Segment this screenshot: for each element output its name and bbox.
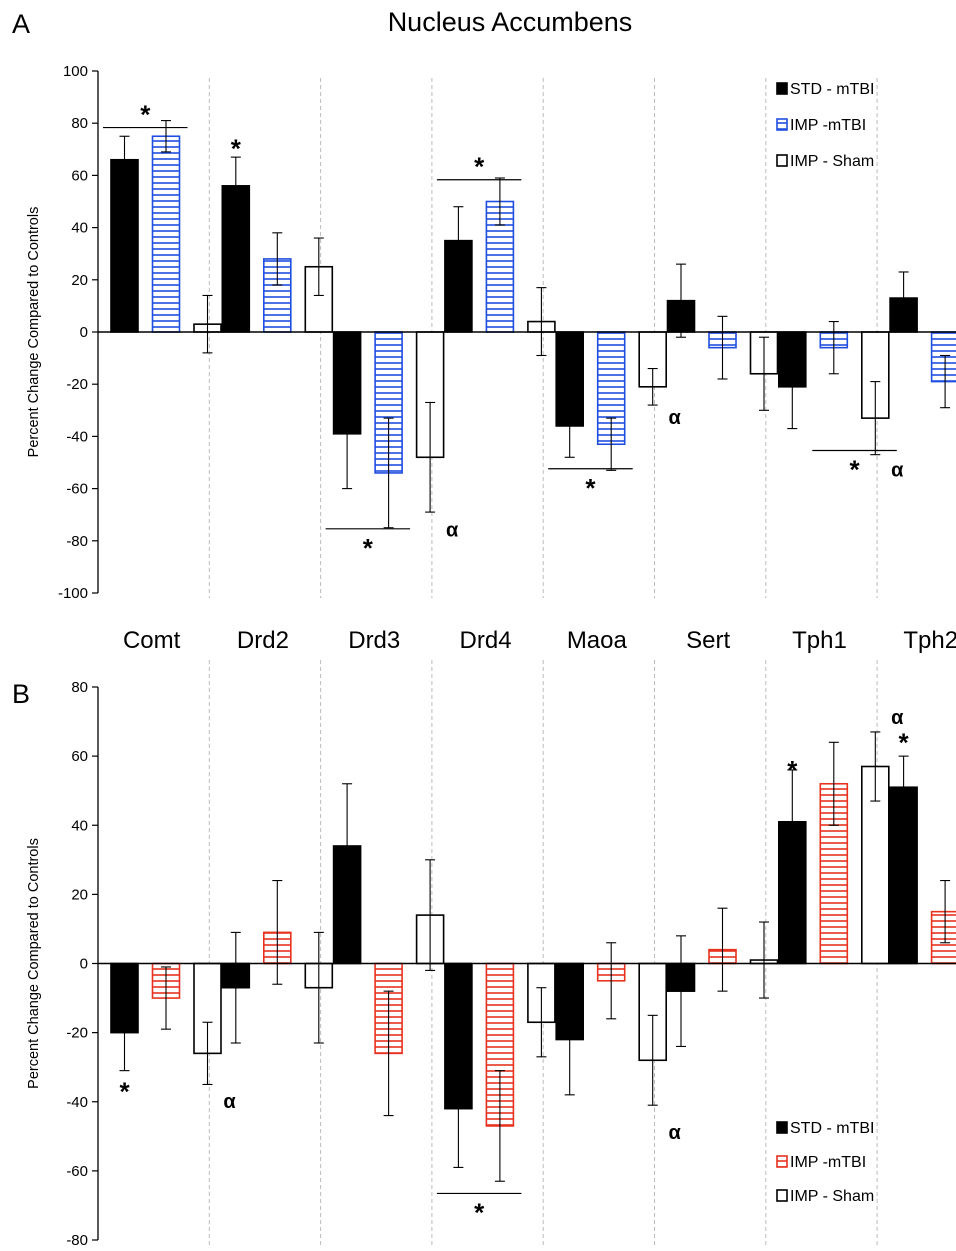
panel-a-annotation: α — [891, 459, 904, 481]
panel-a-y-tick-label: -20 — [66, 376, 88, 393]
panel-a-y-tick-label: -100 — [58, 585, 88, 602]
panel-a-y-tick-label: -60 — [66, 481, 88, 498]
panel-a-annotation: α — [446, 519, 459, 541]
panel-a-annotation: * — [585, 473, 596, 503]
panel-a-y-tick-label: 20 — [71, 272, 88, 289]
panel-b-y-tick-label: -60 — [66, 1163, 88, 1180]
panel-b-annotation: α — [223, 1091, 236, 1113]
panel-b-y-tick-label: -80 — [66, 1232, 88, 1249]
panel-a: A Percent Change Compared to Controls -100… — [12, 9, 956, 654]
panel-b-y-tick-label: 40 — [71, 817, 88, 834]
category-label: Drd2 — [237, 627, 289, 654]
panel-b-legend-label: IMP - Sham — [790, 1188, 874, 1205]
figure-title: Nucleus Accumbens — [388, 7, 633, 37]
panel-a-legend-label: STD - mTBI — [790, 81, 874, 98]
category-label: Tph1 — [792, 627, 847, 654]
panel-b-ylabel: Percent Change Compared to Controls — [26, 838, 42, 1089]
panel-a-legend-swatch — [776, 118, 788, 131]
category-label: Comt — [123, 627, 181, 654]
panel-a-y-tick-label: 80 — [71, 115, 88, 132]
panel-b-bar — [930, 910, 956, 965]
panel-a-y-tick-label: -40 — [66, 428, 88, 445]
category-label: Maoa — [567, 627, 628, 654]
category-label: Drd3 — [348, 627, 400, 654]
panel-b-legend-label: IMP -mTBI — [790, 1154, 866, 1171]
panel-a-y-tick-label: 0 — [80, 324, 88, 341]
panel-b-y-tick-label: 80 — [71, 679, 88, 696]
panel-b: B Percent Change Compared to Controls -80 -… — [12, 660, 956, 1249]
panel-a-y-tick-label: 40 — [71, 220, 88, 237]
panel-b-annotation: α — [669, 1122, 682, 1144]
panel-a-annotation: * — [231, 133, 242, 163]
panel-b-annotation: * — [474, 1197, 485, 1227]
panel-b-legend-swatch — [776, 1189, 788, 1202]
panel-a-annotation: α — [669, 407, 682, 429]
panel-b-legend-label: STD - mTBI — [790, 1120, 874, 1137]
panel-b-y-tick-label: 20 — [71, 886, 88, 903]
panel-b-y-tick-label: 0 — [80, 956, 88, 973]
panel-a-annotation: * — [849, 455, 860, 485]
panel-a-legend-label: IMP - Sham — [790, 153, 874, 170]
panel-a-annotation: * — [474, 152, 485, 182]
panel-a-bar — [110, 158, 139, 333]
panel-a-y-tick-label: 100 — [63, 63, 88, 80]
panel-b-annotation: * — [119, 1076, 130, 1106]
panel-b-y-tick-label: 60 — [71, 748, 88, 765]
panel-a-legend-swatch — [776, 154, 788, 167]
panel-b-annotation: * — [899, 727, 910, 757]
category-label: Sert — [686, 627, 730, 654]
panel-a-letter: A — [12, 9, 30, 39]
panel-b-y-tick-label: -20 — [66, 1025, 88, 1042]
panel-a-ylabel: Percent Change Compared to Controls — [26, 207, 42, 458]
panel-a-bar — [930, 331, 956, 383]
panel-b-legend-swatch — [776, 1155, 788, 1168]
panel-a-legend-label: IMP -mTBI — [790, 117, 866, 134]
panel-b-annotation: * — [787, 755, 798, 785]
panel-a-y-tick-label: 60 — [71, 167, 88, 184]
panel-b-legend-swatch — [776, 1121, 788, 1134]
panel-b-letter: B — [12, 679, 30, 709]
category-label: Drd4 — [460, 627, 512, 654]
panel-a-legend-swatch — [776, 82, 788, 95]
panel-a-annotation: * — [140, 100, 151, 130]
panel-b-annotation: α — [891, 707, 904, 729]
panel-b-y-tick-label: -40 — [66, 1094, 88, 1111]
panel-a-annotation: * — [363, 533, 374, 563]
panel-a-y-tick-label: -80 — [66, 533, 88, 550]
panel-a-bar — [151, 135, 181, 333]
category-label: Tph2 — [903, 627, 956, 654]
